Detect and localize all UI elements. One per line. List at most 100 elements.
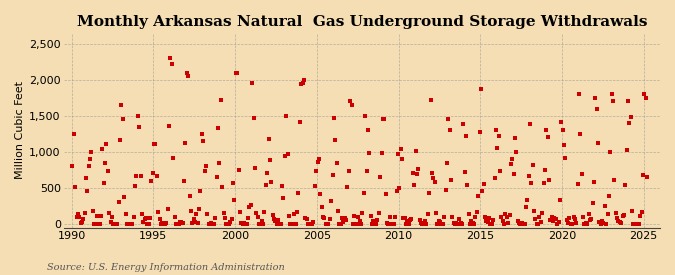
Point [545, 218, 556, 222]
Point [638, 173, 649, 178]
Point [360, 114, 371, 118]
Point [163, 206, 173, 211]
Point [516, 221, 527, 225]
Point [190, 220, 200, 225]
Point [139, 217, 150, 221]
Point [450, 221, 460, 226]
Point [278, 196, 289, 200]
Point [124, 221, 135, 226]
Point [391, 189, 402, 193]
Point [531, 221, 542, 226]
Point [99, 181, 109, 185]
Point [452, 221, 463, 226]
Point [206, 221, 217, 226]
Point [196, 131, 207, 136]
Point [479, 182, 489, 186]
Point [609, 177, 620, 182]
Point [109, 221, 120, 226]
Point [616, 221, 626, 226]
Point [263, 136, 274, 141]
Point [512, 219, 523, 223]
Point [458, 122, 468, 126]
Point [537, 211, 547, 215]
Point [127, 221, 138, 226]
Point [401, 221, 412, 226]
Point [585, 218, 595, 222]
Point [71, 215, 82, 220]
Point [543, 178, 554, 182]
Point [463, 211, 474, 216]
Point [384, 215, 395, 219]
Point [100, 161, 111, 165]
Point [541, 128, 551, 132]
Point [207, 221, 218, 226]
Point [488, 218, 499, 222]
Point [431, 211, 441, 215]
Point [92, 214, 103, 218]
Point [284, 214, 294, 218]
Point [158, 221, 169, 226]
Point [116, 103, 127, 107]
Point [205, 221, 215, 226]
Point [404, 221, 414, 226]
Point [286, 221, 297, 226]
Point [558, 128, 568, 132]
Point [464, 221, 475, 226]
Point [215, 98, 226, 103]
Point [211, 175, 222, 179]
Point [256, 219, 267, 223]
Point [470, 214, 481, 219]
Point [182, 70, 192, 75]
Point [186, 209, 196, 214]
Point [504, 213, 515, 217]
Point [487, 221, 497, 226]
Point [416, 221, 427, 226]
Point [142, 221, 153, 226]
Point [591, 106, 602, 111]
Point [209, 221, 219, 226]
Point [499, 221, 510, 226]
Point [446, 178, 456, 183]
Point [219, 216, 230, 220]
Point [503, 221, 514, 225]
Point [462, 183, 472, 187]
Point [483, 220, 493, 225]
Point [375, 175, 385, 179]
Point [610, 211, 621, 215]
Point [353, 215, 364, 219]
Point [428, 175, 439, 180]
Point [454, 216, 464, 221]
Point [441, 161, 452, 166]
Point [539, 168, 550, 172]
Point [474, 130, 485, 134]
Point [273, 218, 284, 222]
Point [468, 221, 479, 226]
Point [308, 219, 319, 224]
Point [210, 216, 221, 220]
Point [327, 173, 338, 177]
Point [625, 115, 636, 120]
Point [377, 117, 388, 122]
Point [340, 216, 350, 220]
Point [368, 219, 379, 224]
Point [396, 157, 407, 161]
Point [635, 214, 646, 218]
Point [626, 209, 637, 213]
Point [497, 218, 508, 223]
Point [421, 221, 432, 226]
Point [88, 209, 99, 213]
Point [542, 135, 553, 139]
Point [420, 219, 431, 224]
Point [103, 169, 113, 174]
Point [104, 211, 115, 215]
Point [126, 221, 136, 226]
Point [300, 216, 310, 220]
Point [550, 217, 561, 221]
Point [608, 99, 618, 103]
Point [76, 220, 87, 224]
Point [582, 221, 593, 226]
Point [574, 92, 585, 96]
Point [240, 221, 250, 226]
Point [628, 221, 639, 226]
Point [341, 218, 352, 222]
